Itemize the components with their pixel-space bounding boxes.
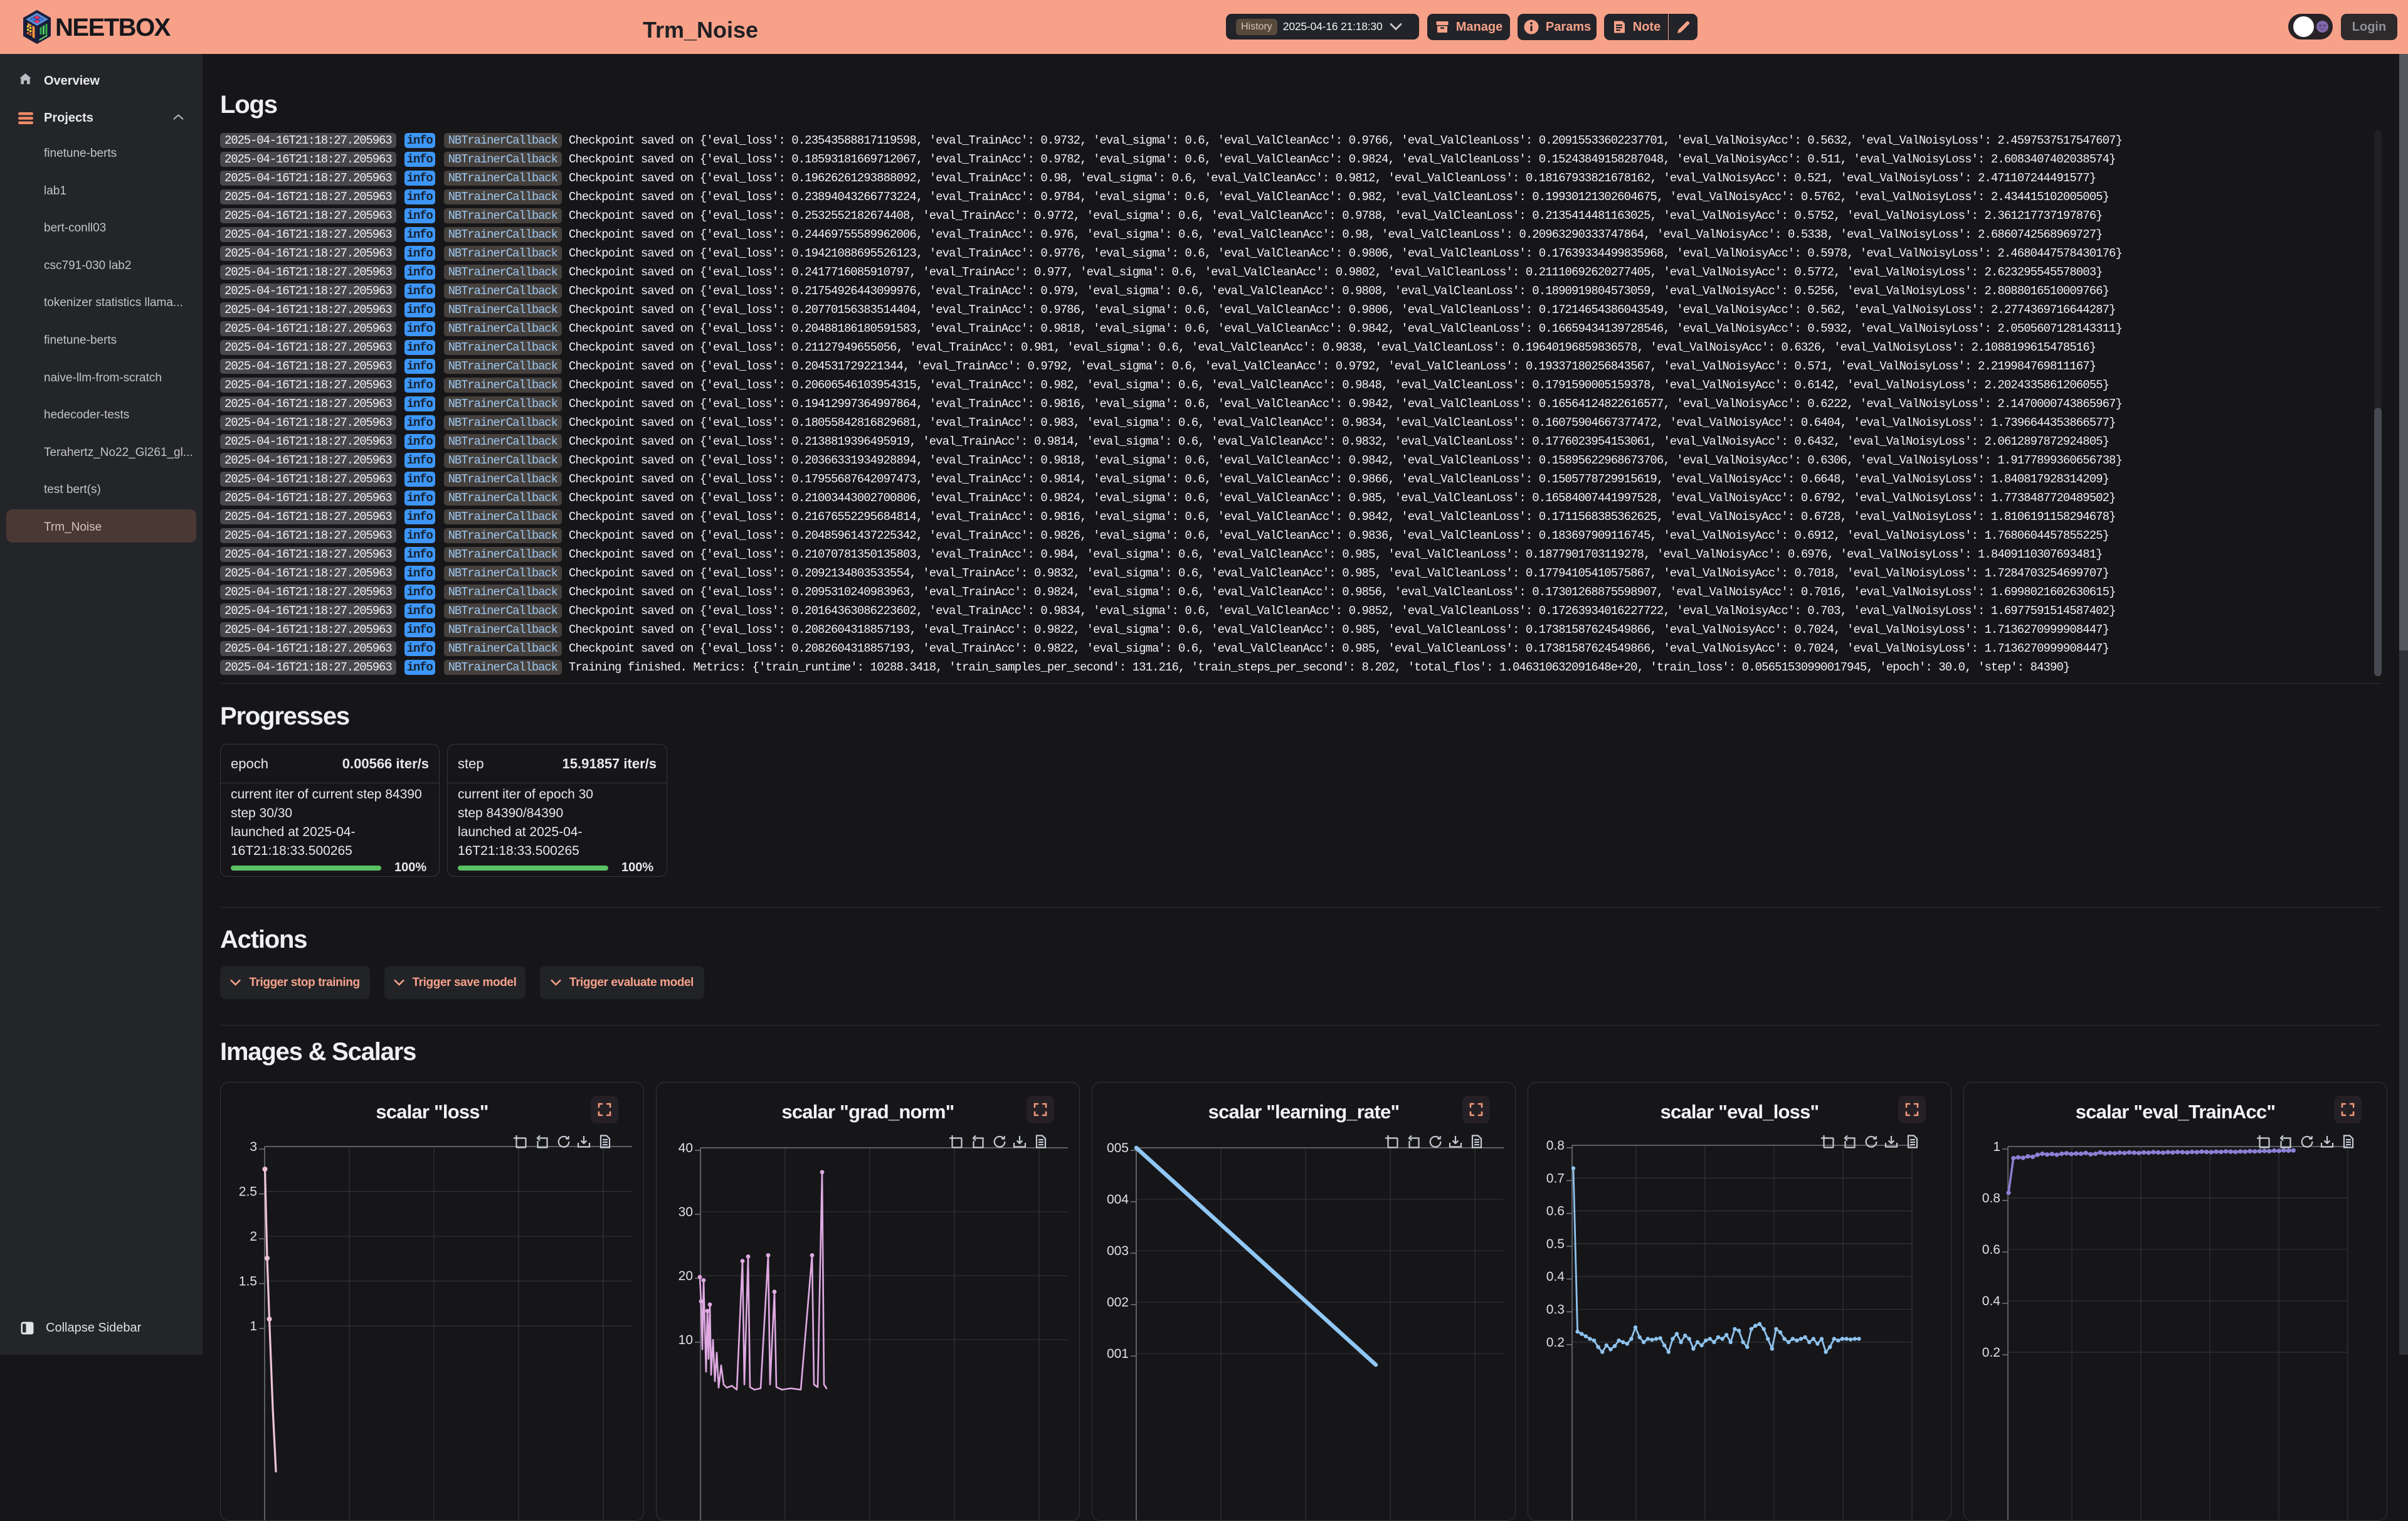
svg-text:002: 002 (1107, 1295, 1129, 1310)
svg-text:0.2: 0.2 (1546, 1335, 1565, 1350)
svg-text:2.5: 2.5 (239, 1185, 257, 1199)
svg-text:1.5: 1.5 (239, 1275, 257, 1289)
svg-text:0.6: 0.6 (1546, 1204, 1565, 1219)
svg-text:0.4: 0.4 (1546, 1269, 1565, 1284)
svg-text:2: 2 (250, 1229, 257, 1244)
svg-text:40: 40 (679, 1141, 693, 1155)
svg-text:001: 001 (1107, 1347, 1129, 1361)
svg-text:3: 3 (250, 1140, 257, 1154)
svg-text:1: 1 (1993, 1140, 2000, 1154)
svg-text:1: 1 (250, 1319, 257, 1333)
svg-text:0.4: 0.4 (1982, 1294, 2001, 1308)
svg-text:005: 005 (1107, 1141, 1129, 1155)
svg-text:0.5: 0.5 (1546, 1237, 1565, 1251)
svg-text:0.8: 0.8 (1982, 1191, 2000, 1206)
svg-text:003: 003 (1107, 1244, 1129, 1258)
svg-text:0.3: 0.3 (1546, 1303, 1565, 1317)
svg-text:20: 20 (679, 1269, 693, 1283)
svg-text:0.6: 0.6 (1982, 1243, 2000, 1257)
svg-text:0.7: 0.7 (1546, 1171, 1565, 1185)
svg-text:0.2: 0.2 (1982, 1345, 2000, 1360)
svg-text:0.8: 0.8 (1546, 1138, 1565, 1153)
svg-text:10: 10 (679, 1333, 693, 1347)
svg-text:30: 30 (679, 1205, 693, 1219)
svg-text:004: 004 (1107, 1192, 1129, 1207)
